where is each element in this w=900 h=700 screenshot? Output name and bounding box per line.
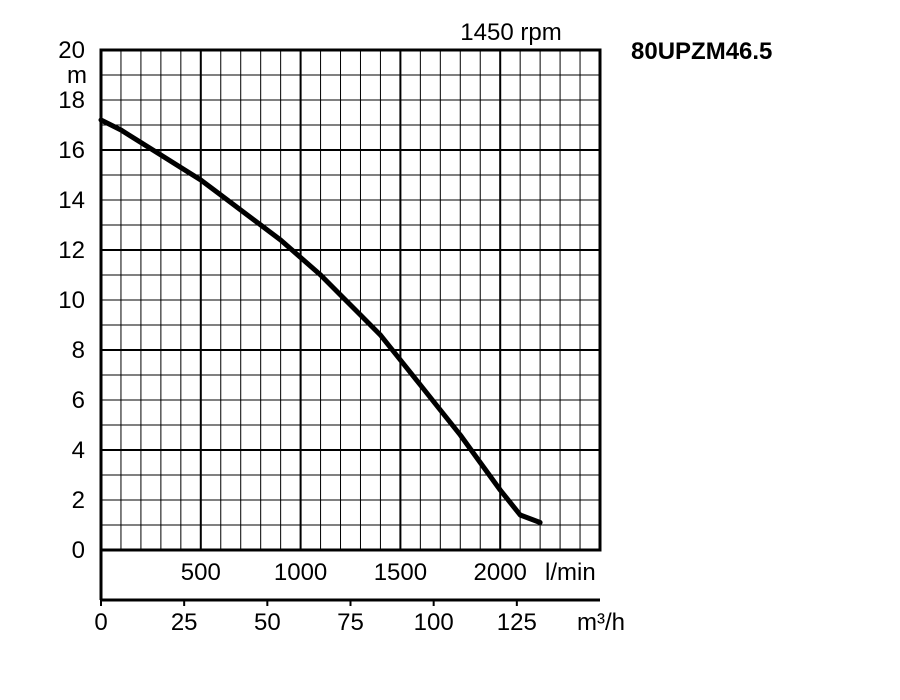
y-tick-label: 14 bbox=[58, 187, 85, 214]
x-tick-label-m3h: 25 bbox=[171, 609, 198, 636]
y-tick-label: 10 bbox=[58, 287, 85, 314]
x-unit-m3h: m³/h bbox=[577, 609, 625, 636]
x-tick-label-m3h: 100 bbox=[414, 609, 454, 636]
series-layer bbox=[98, 117, 543, 525]
y-tick-label: 4 bbox=[72, 437, 85, 464]
x-tick-label-lmin: 1000 bbox=[274, 559, 327, 586]
x-tick-label-lmin: 2000 bbox=[474, 559, 527, 586]
y-tick-label: 20 bbox=[58, 37, 85, 64]
y-tick-label: 12 bbox=[58, 237, 85, 264]
y-tick-label: 6 bbox=[72, 387, 85, 414]
y-tick-labels: 0 2 4 6 8 10 12 14 16 18 20 bbox=[58, 37, 85, 564]
pump-curve-line bbox=[98, 117, 543, 525]
y-axis-label: m bbox=[67, 62, 87, 89]
x-tick-label-m3h: 50 bbox=[254, 609, 281, 636]
x-tick-label-lmin: 1500 bbox=[374, 559, 427, 586]
y-tick-label: 8 bbox=[72, 337, 85, 364]
plot-border bbox=[99, 48, 602, 552]
x-tick-label-lmin: 500 bbox=[181, 559, 221, 586]
x-unit-lmin: l/min bbox=[545, 559, 596, 586]
y-tick-label: 0 bbox=[72, 537, 85, 564]
x-tick-label-m3h: 75 bbox=[337, 609, 364, 636]
grid bbox=[101, 50, 600, 550]
x-tick-label-m3h: 0 bbox=[94, 609, 107, 636]
y-tick-label: 18 bbox=[58, 87, 85, 114]
y-tick-label: 2 bbox=[72, 487, 85, 514]
y-tick-label: 16 bbox=[58, 137, 85, 164]
speed-annotation: 1450 rpm bbox=[460, 19, 561, 46]
x-tick-label-m3h: 125 bbox=[497, 609, 537, 636]
x-tick-labels: 500 1000 1500 2000 0 25 50 75 100 125 bbox=[94, 559, 537, 636]
chart-title: 80UPZM46.5 bbox=[631, 38, 772, 65]
plot-frame bbox=[99, 48, 602, 606]
